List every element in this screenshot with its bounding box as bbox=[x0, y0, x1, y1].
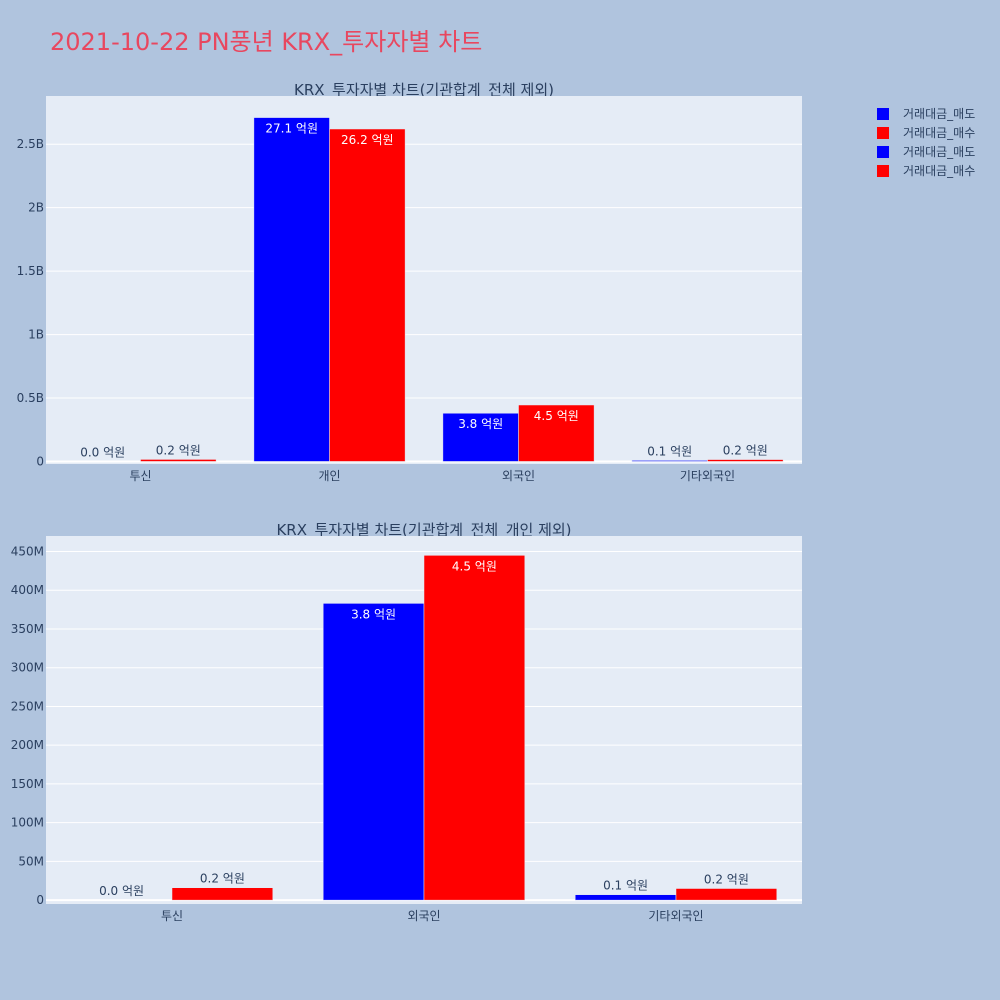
x-tick-label: 기타외국인 bbox=[648, 909, 703, 923]
x-tick-label: 기타외국인 bbox=[680, 469, 735, 483]
bar-label: 27.1 억원 bbox=[265, 122, 318, 136]
y-tick-label: 1B bbox=[28, 328, 44, 342]
legend: 거래대금_매도 거래대금_매수 거래대금_매도 거래대금_매수 bbox=[870, 104, 975, 180]
x-tick-label: 외국인 bbox=[502, 469, 535, 483]
chart-bottom: KRX_투자자별 차트(기관합계_전체_개인 제외) 0 50M 100M 150M 20… bbox=[11, 521, 802, 923]
subplot-title: KRX_투자자별 차트(기관합계_전체_개인 제외) bbox=[276, 521, 571, 540]
legend-label: 거래대금_매도 bbox=[903, 145, 976, 159]
chart-top: KRX_투자자별 차트(기관합계_전체 제외) 0 0.5B 1B 1.5B 2B 2.5B… bbox=[17, 81, 802, 483]
legend-swatch bbox=[877, 164, 889, 177]
y-tick-label: 0 bbox=[36, 893, 44, 907]
y-tick-label: 0.5B bbox=[17, 391, 44, 405]
legend-label: 거래대금_매수 bbox=[903, 164, 976, 178]
bar[interactable] bbox=[140, 459, 217, 462]
y-tick-label: 50M bbox=[18, 854, 44, 868]
bar[interactable] bbox=[675, 888, 778, 901]
x-tick-label: 외국인 bbox=[407, 909, 440, 923]
legend-swatch bbox=[877, 107, 889, 120]
bar[interactable] bbox=[518, 404, 595, 462]
plot-area bbox=[46, 96, 802, 464]
bar[interactable] bbox=[423, 555, 526, 901]
bar-label: 3.8 억원 bbox=[458, 417, 503, 431]
bar-label: 0.2 억원 bbox=[704, 873, 749, 887]
y-tick-label: 250M bbox=[11, 699, 44, 713]
bar-label: 4.5 억원 bbox=[452, 559, 497, 573]
bar[interactable] bbox=[253, 117, 330, 462]
y-tick-label: 0 bbox=[36, 454, 44, 468]
bar[interactable] bbox=[171, 887, 274, 901]
legend-item[interactable]: 거래대금_매수 bbox=[870, 161, 975, 180]
y-tick-label: 300M bbox=[11, 661, 44, 675]
y-tick-label: 450M bbox=[11, 544, 44, 558]
legend-swatch bbox=[877, 145, 889, 158]
y-tick-label: 2.5B bbox=[17, 137, 44, 151]
y-tick-label: 400M bbox=[11, 583, 44, 597]
legend-item[interactable]: 거래대금_매도 bbox=[870, 142, 975, 161]
main-title: 2021-10-22 PN풍년 KRX_투자자별 차트 bbox=[50, 28, 483, 56]
bar[interactable] bbox=[322, 603, 425, 901]
legend-label: 거래대금_매도 bbox=[903, 107, 976, 121]
bar-label: 0.1 억원 bbox=[647, 444, 692, 458]
bar[interactable] bbox=[707, 459, 784, 462]
bar-label: 0.0 억원 bbox=[80, 445, 125, 459]
x-tick-label: 투신 bbox=[129, 469, 151, 483]
legend-label: 거래대금_매수 bbox=[903, 126, 976, 140]
x-tick-label: 개인 bbox=[318, 469, 340, 483]
bar-label: 0.2 억원 bbox=[156, 443, 201, 457]
legend-item[interactable]: 거래대금_매수 bbox=[870, 123, 975, 142]
bar-label: 0.2 억원 bbox=[723, 444, 768, 458]
x-tick-label: 투신 bbox=[161, 909, 183, 923]
subplot-title: KRX_투자자별 차트(기관합계_전체 제외) bbox=[294, 81, 554, 100]
bar-label: 3.8 억원 bbox=[351, 607, 396, 621]
legend-item[interactable]: 거래대금_매도 bbox=[870, 104, 975, 123]
y-tick-label: 1.5B bbox=[17, 264, 44, 278]
y-tick-label: 100M bbox=[11, 816, 44, 830]
y-tick-label: 200M bbox=[11, 738, 44, 752]
bar-label: 4.5 억원 bbox=[534, 409, 579, 423]
bar-label: 0.1 억원 bbox=[603, 879, 648, 893]
y-tick-label: 150M bbox=[11, 777, 44, 791]
bar-label: 0.0 억원 bbox=[99, 884, 144, 898]
bar-label: 0.2 억원 bbox=[200, 872, 245, 886]
bar[interactable] bbox=[631, 460, 708, 462]
legend-swatch bbox=[877, 126, 889, 139]
bar[interactable] bbox=[329, 128, 406, 462]
y-tick-label: 350M bbox=[11, 622, 44, 636]
bar[interactable] bbox=[574, 894, 677, 901]
bar-label: 26.2 억원 bbox=[341, 133, 394, 147]
y-tick-label: 2B bbox=[28, 201, 44, 215]
